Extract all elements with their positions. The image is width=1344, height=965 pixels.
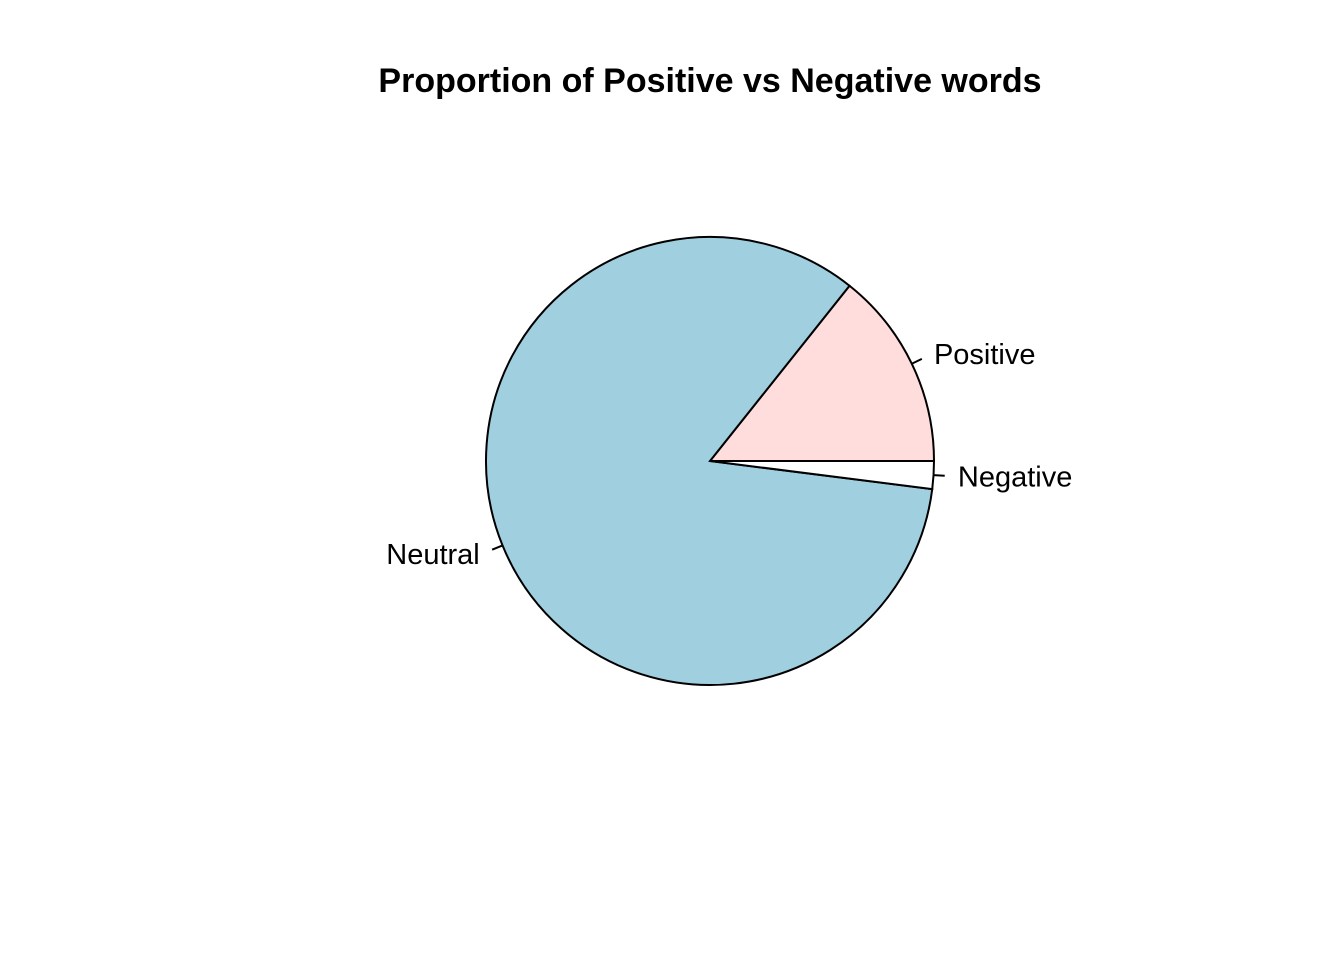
- leader-line-neutral: [491, 544, 503, 551]
- labels-layer: Positive Neutral Negative: [386, 339, 1072, 571]
- leader-line-negative: [933, 474, 945, 477]
- leader-line-positive: [911, 357, 923, 365]
- slices-layer: [485, 236, 936, 686]
- pie-slice-positive: [707, 284, 936, 462]
- slice-label-positive: Positive: [934, 339, 1036, 371]
- slice-label-neutral: Neutral: [386, 539, 480, 571]
- pie-slice-neutral: [485, 236, 934, 686]
- slice-label-negative: Negative: [958, 461, 1072, 493]
- chart-title: Proportion of Positive vs Negative words: [378, 62, 1041, 100]
